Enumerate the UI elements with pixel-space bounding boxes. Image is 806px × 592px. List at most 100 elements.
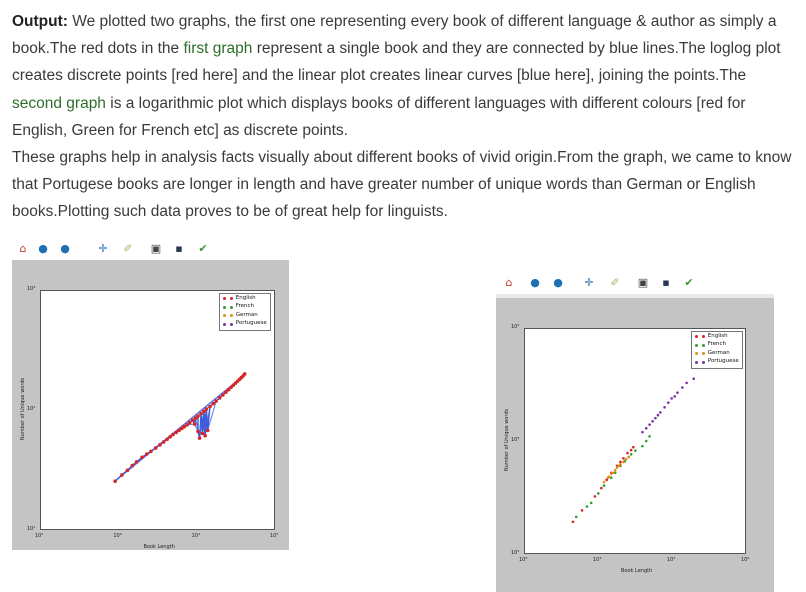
data-point: [180, 426, 184, 431]
data-point: [134, 460, 139, 464]
data-point: [648, 423, 651, 426]
legend-entry: German: [695, 350, 739, 358]
back-icon[interactable]: ●: [530, 276, 540, 289]
data-point: [632, 445, 635, 449]
pan-icon[interactable]: ✛: [584, 276, 594, 289]
data-point: [648, 435, 651, 438]
data-point: [619, 460, 622, 464]
data-point: [205, 428, 210, 433]
data-point: [120, 473, 124, 477]
data-point: [149, 449, 153, 454]
zoom-icon[interactable]: ✐: [610, 276, 620, 289]
data-point: [667, 401, 670, 404]
data-point: [200, 431, 205, 436]
legend-label: English: [234, 295, 256, 301]
data-point: [609, 472, 613, 476]
data-point: [574, 515, 578, 519]
data-point: [634, 449, 637, 452]
data-point: [692, 377, 696, 380]
data-point: [593, 495, 597, 498]
output-label: Output:: [12, 13, 68, 30]
data-point: [605, 478, 608, 482]
data-point: [624, 457, 628, 461]
data-point: [221, 393, 225, 397]
data-point: [224, 390, 228, 395]
data-point: [602, 484, 606, 487]
data-point: [644, 426, 648, 430]
series-line: [206, 406, 211, 431]
data-point: [193, 416, 198, 420]
data-point: [130, 463, 135, 468]
data-point: [609, 476, 613, 480]
data-point: [615, 466, 619, 469]
data-point: [202, 409, 206, 414]
save-icon[interactable]: ▪: [175, 242, 183, 255]
legend-entry: Portuguese: [695, 358, 739, 366]
figure-2-toolbar: ⌂ ● ● ✛ ✐ ▣ ▪ ✔: [496, 274, 774, 294]
data-point: [190, 418, 195, 423]
configure-icon[interactable]: ▣: [637, 276, 649, 289]
data-point: [242, 372, 247, 376]
data-point: [171, 432, 175, 437]
edit-icon[interactable]: ✔: [684, 276, 694, 289]
back-icon[interactable]: ●: [38, 242, 48, 255]
legend-marker: [702, 360, 705, 364]
analysis-paragraph: These graphs help in analysis facts visu…: [12, 149, 792, 221]
first-graph-link[interactable]: first graph: [183, 40, 253, 58]
legend-marker: [695, 343, 698, 347]
data-point: [659, 411, 662, 414]
figure-1-scatter: [113, 372, 247, 484]
legend-marker: [702, 343, 705, 347]
legend-entry: French: [223, 303, 267, 311]
data-point: [113, 479, 117, 484]
forward-icon[interactable]: ●: [553, 276, 563, 289]
zoom-icon[interactable]: ✐: [123, 242, 133, 255]
data-point: [161, 440, 166, 444]
data-point: [158, 443, 162, 447]
data-point: [627, 455, 631, 459]
figure-2-legend: English French German Portuguese: [691, 331, 743, 369]
save-icon[interactable]: ▪: [662, 276, 670, 289]
data-point: [685, 381, 688, 385]
data-point: [622, 460, 625, 464]
data-point: [656, 413, 660, 417]
data-point: [196, 414, 200, 418]
data-point: [654, 416, 657, 420]
data-point: [629, 448, 633, 452]
pan-icon[interactable]: ✛: [98, 242, 108, 255]
forward-icon[interactable]: ●: [60, 242, 70, 255]
data-point: [165, 437, 169, 442]
data-point: [670, 397, 673, 400]
legend-marker: [223, 305, 226, 309]
data-point: [597, 492, 600, 495]
legend-label: French: [706, 341, 727, 348]
y-tick-label: 10⁴: [511, 324, 520, 330]
data-point: [153, 446, 158, 450]
legend-marker: [230, 305, 233, 309]
data-point: [651, 419, 654, 423]
data-point: [203, 433, 207, 438]
x-tick-label: 10³: [519, 557, 528, 563]
second-graph-link[interactable]: second graph: [12, 94, 106, 112]
data-point: [676, 391, 679, 394]
legend-label: French: [234, 303, 255, 310]
data-point: [204, 407, 209, 411]
data-point: [174, 430, 178, 435]
home-icon[interactable]: ⌂: [19, 242, 27, 255]
home-icon[interactable]: ⌂: [505, 276, 513, 289]
output-paragraph: Output: We plotted two graphs, the first…: [12, 8, 797, 144]
data-point: [644, 439, 648, 443]
data-point: [619, 462, 622, 466]
data-point: [211, 401, 216, 406]
figure-2-scatter: [571, 377, 696, 524]
data-point: [571, 520, 575, 524]
figure-1-legend: English French German Portuguese: [219, 293, 271, 331]
edit-icon[interactable]: ✔: [198, 242, 208, 255]
data-point: [629, 453, 633, 456]
legend-entry: English: [223, 295, 267, 303]
y-tick-label: 10¹: [27, 526, 36, 532]
configure-icon[interactable]: ▣: [150, 242, 162, 255]
y-axis-label: Number of Unique words: [20, 377, 27, 441]
data-point: [144, 452, 149, 456]
output-text-part-2: represent a single book and they are con…: [12, 40, 781, 85]
